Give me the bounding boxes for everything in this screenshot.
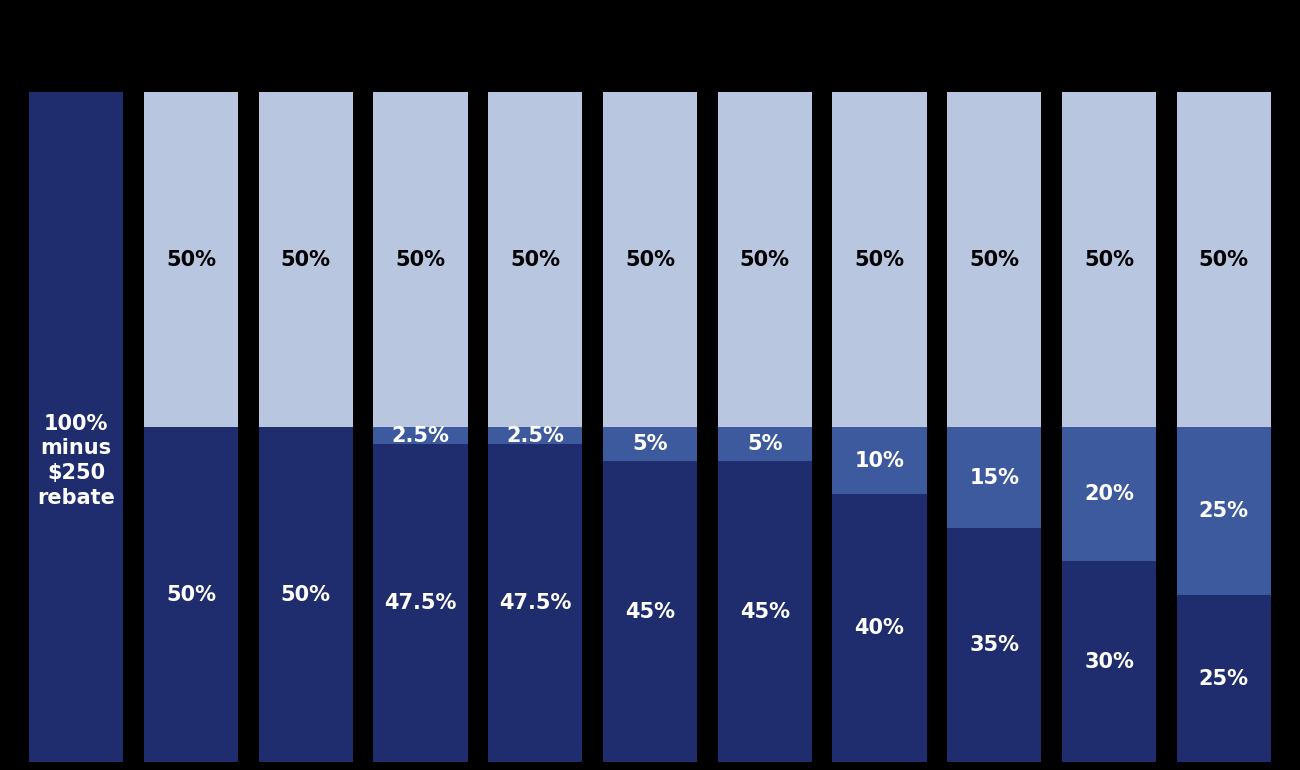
Text: 45%: 45% [625, 601, 675, 621]
Bar [144, 427, 238, 762]
Text: 2.5%: 2.5% [506, 426, 564, 446]
Bar [1062, 427, 1156, 561]
Text: 50%: 50% [740, 250, 790, 270]
Bar [373, 427, 468, 444]
Bar [832, 92, 927, 427]
Bar [29, 92, 124, 762]
Bar [489, 444, 582, 762]
Bar [1176, 92, 1271, 427]
Bar [144, 92, 238, 427]
Text: 15%: 15% [970, 467, 1019, 487]
Bar [1062, 561, 1156, 762]
Text: 2.5%: 2.5% [391, 426, 450, 446]
Bar [718, 427, 811, 460]
Bar [603, 92, 697, 427]
Text: 47.5%: 47.5% [385, 593, 456, 613]
Text: 50%: 50% [510, 250, 560, 270]
Text: 100%
minus
$250
rebate: 100% minus $250 rebate [38, 413, 116, 508]
Bar [373, 444, 468, 762]
Text: 50%: 50% [1199, 250, 1249, 270]
Text: 35%: 35% [970, 635, 1019, 655]
Text: 50%: 50% [281, 250, 330, 270]
Bar [489, 92, 582, 427]
Bar [603, 427, 697, 460]
Text: 25%: 25% [1199, 501, 1249, 521]
Bar [1176, 594, 1271, 762]
Text: 50%: 50% [166, 250, 216, 270]
Text: 5%: 5% [632, 434, 668, 454]
Text: 40%: 40% [854, 618, 905, 638]
Text: 10%: 10% [854, 451, 905, 470]
Text: 5%: 5% [747, 434, 783, 454]
Bar [259, 92, 352, 427]
Text: 50%: 50% [970, 250, 1019, 270]
Text: 45%: 45% [740, 601, 790, 621]
Text: 50%: 50% [1084, 250, 1134, 270]
Bar [718, 92, 811, 427]
Bar [603, 460, 697, 762]
Text: 50%: 50% [395, 250, 446, 270]
Text: 50%: 50% [281, 585, 330, 604]
Text: 50%: 50% [854, 250, 905, 270]
Bar [373, 92, 468, 427]
Bar [832, 427, 927, 494]
Text: 50%: 50% [166, 585, 216, 604]
Text: 25%: 25% [1199, 668, 1249, 688]
Bar [1176, 427, 1271, 594]
Bar [259, 427, 352, 762]
Text: 47.5%: 47.5% [499, 593, 572, 613]
Bar [832, 494, 927, 762]
Bar [948, 528, 1041, 762]
Bar [718, 460, 811, 762]
Bar [948, 427, 1041, 528]
Bar [948, 92, 1041, 427]
Text: 50%: 50% [625, 250, 675, 270]
Text: 20%: 20% [1084, 484, 1134, 504]
Bar [489, 427, 582, 444]
Text: 30%: 30% [1084, 652, 1134, 671]
Bar [1062, 92, 1156, 427]
